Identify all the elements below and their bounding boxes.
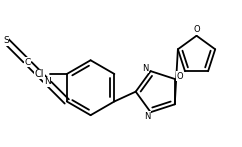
Text: S: S (3, 36, 9, 45)
Text: Cl: Cl (35, 69, 44, 79)
Text: N: N (44, 77, 51, 86)
Text: N: N (144, 112, 151, 121)
Text: C: C (24, 58, 31, 67)
Text: N: N (143, 64, 149, 73)
Text: O: O (193, 25, 200, 34)
Text: O: O (176, 72, 183, 81)
